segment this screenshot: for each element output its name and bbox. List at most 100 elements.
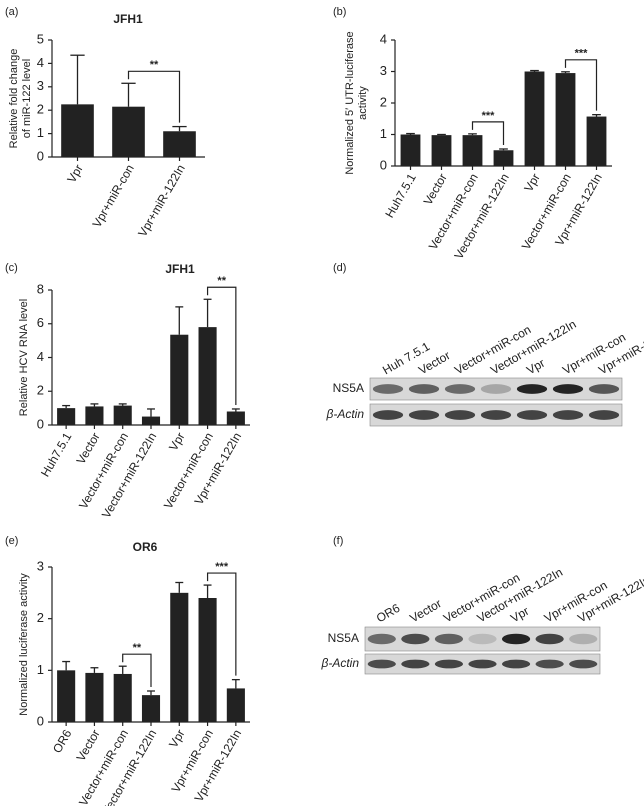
bar — [226, 688, 245, 722]
significance-label: *** — [215, 561, 229, 573]
x-tick-label: OR6 — [50, 727, 75, 756]
chart-title: JFH1 — [165, 262, 195, 276]
error-bar — [121, 82, 136, 107]
error-bar — [406, 132, 415, 135]
blot-band — [367, 659, 396, 669]
bar — [163, 131, 196, 157]
x-tick-label: Vector — [74, 727, 103, 763]
blot-band — [480, 410, 512, 420]
significance-label: *** — [575, 48, 589, 60]
bar — [226, 411, 245, 425]
x-tick-label: Huh7.5.1 — [38, 430, 75, 479]
significance-label: ** — [133, 642, 142, 654]
bar — [493, 150, 514, 166]
error-bar — [561, 71, 570, 74]
blot-band — [401, 633, 430, 645]
error-bar — [468, 133, 477, 136]
row-label: β-Actin — [325, 407, 364, 421]
blot-band — [588, 410, 620, 420]
significance-label: ** — [150, 59, 159, 71]
error-bar — [231, 408, 240, 412]
panel-label: (d) — [333, 262, 346, 274]
bar — [170, 592, 189, 722]
bar — [85, 406, 104, 425]
y-tick-label: 1 — [37, 125, 44, 140]
y-tick-label: 0 — [380, 157, 387, 172]
y-tick-label: 3 — [37, 558, 44, 573]
bar — [57, 670, 76, 722]
y-tick-label: 4 — [37, 349, 44, 364]
bar — [400, 134, 421, 166]
bar — [555, 73, 576, 166]
error-bar — [437, 133, 446, 136]
blot-band — [372, 410, 404, 420]
y-tick-label: 5 — [37, 31, 44, 46]
blot-strip — [369, 377, 623, 401]
blot-band — [501, 633, 531, 645]
x-tick-label: Vpr — [166, 430, 187, 453]
y-tick-label: 2 — [37, 610, 44, 625]
y-tick-label: 3 — [37, 78, 44, 93]
panel-label: (e) — [5, 535, 18, 547]
y-tick-label: 2 — [37, 102, 44, 117]
bar — [141, 416, 161, 425]
panel-label: (c) — [5, 262, 18, 274]
x-tick-label: Huh7.5.1 — [382, 171, 419, 220]
blot-band — [408, 384, 440, 394]
bar — [462, 135, 483, 166]
blot-band — [569, 659, 598, 669]
x-tick-label: Vpr — [64, 162, 85, 185]
bar — [170, 334, 189, 425]
y-tick-label: 2 — [37, 383, 44, 398]
bar — [586, 116, 607, 166]
error-bar — [62, 404, 71, 409]
blot-band — [372, 384, 404, 394]
error-bar — [499, 148, 508, 151]
blot-band — [480, 384, 512, 394]
row-label: NS5A — [333, 381, 364, 395]
significance-label: *** — [482, 110, 496, 122]
error-bar — [70, 54, 85, 105]
blot-band — [434, 633, 464, 645]
y-axis-label: Relative fold change — [8, 49, 20, 149]
y-tick-label: 4 — [380, 31, 387, 46]
panel-label: (f) — [333, 535, 343, 547]
y-tick-label: 6 — [37, 315, 44, 330]
x-tick-label: Vpr+miR-122In — [135, 162, 188, 239]
bar — [112, 106, 145, 157]
blot-band — [408, 410, 440, 420]
x-tick-label: Vector — [421, 171, 450, 207]
panel-label: (b) — [333, 6, 346, 18]
panel-label: (a) — [5, 6, 18, 18]
bar — [85, 672, 104, 722]
y-tick-label: 0 — [37, 148, 44, 163]
significance-label: ** — [217, 275, 226, 287]
blot-band — [552, 410, 584, 420]
bar — [524, 71, 545, 166]
error-bar — [118, 665, 127, 674]
error-bar — [62, 660, 71, 671]
y-tick-label: 8 — [37, 281, 44, 296]
blot-band — [569, 633, 598, 645]
blot-band — [468, 659, 497, 669]
y-tick-label: 2 — [380, 94, 387, 109]
error-bar — [175, 306, 184, 335]
error-bar — [90, 403, 99, 407]
bar — [198, 598, 217, 722]
x-tick-label: Vpr+miR-con — [90, 162, 137, 230]
error-bar — [203, 298, 212, 328]
y-tick-label: 1 — [37, 662, 44, 677]
significance-bracket — [471, 121, 505, 145]
error-bar — [172, 125, 187, 132]
row-label: NS5A — [328, 631, 359, 645]
error-bar — [118, 403, 127, 406]
y-tick-label: 3 — [380, 63, 387, 78]
chart-title: JFH1 — [113, 12, 143, 26]
blot-band — [501, 659, 531, 669]
blot-band — [552, 384, 584, 394]
blot-band — [434, 659, 464, 669]
error-bar — [592, 114, 601, 117]
error-bar — [147, 690, 155, 696]
error-bar — [175, 581, 184, 593]
